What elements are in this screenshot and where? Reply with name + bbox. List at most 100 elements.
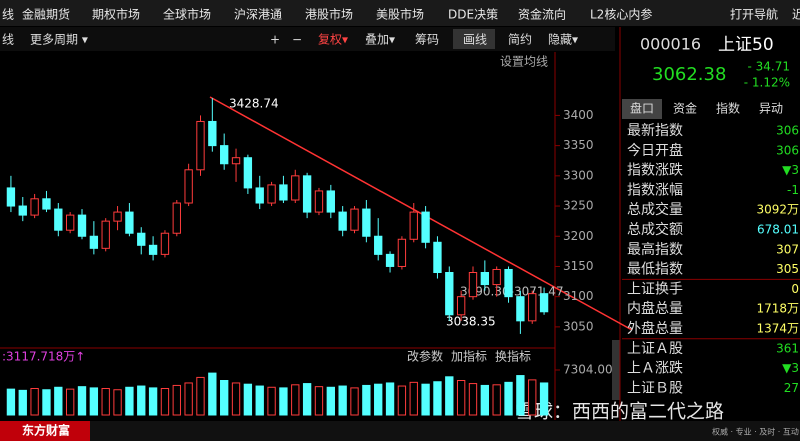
candle-body: [42, 198, 51, 210]
row-value: ▼3: [782, 163, 799, 177]
indicator-button[interactable]: 改参数: [407, 349, 443, 364]
volume-label: :3117.718万↑: [2, 350, 85, 364]
candle-body: [528, 293, 537, 322]
tool-button[interactable]: 简约: [508, 32, 532, 47]
volume-bar: [137, 385, 146, 416]
volume-bar: [314, 386, 324, 416]
tab-active: [622, 99, 662, 119]
menu-item[interactable]: 金融期货: [22, 7, 70, 22]
row-value: 361: [776, 341, 799, 355]
menu-item[interactable]: 全球市场: [163, 7, 211, 22]
volume-bar: [77, 386, 87, 416]
candle-body: [326, 190, 335, 213]
tab[interactable]: 资金: [673, 101, 697, 116]
candle-body: [433, 241, 442, 274]
candle-body: [456, 296, 466, 316]
tool-button[interactable]: 线: [2, 33, 14, 47]
volume-bar: [267, 386, 276, 416]
candle-body: [113, 211, 122, 222]
volume-bar: [184, 382, 193, 416]
candle-body: [468, 272, 478, 298]
quote-percent: - 1.12%: [744, 76, 790, 90]
tool-button[interactable]: −: [292, 33, 302, 47]
volume-bar: [397, 385, 407, 416]
candle-body: [125, 211, 134, 234]
tab[interactable]: 异动: [759, 102, 783, 116]
indicator-button[interactable]: 加指标: [451, 349, 487, 364]
menu-item[interactable]: L2核心内参: [590, 7, 652, 22]
volume-bar: [89, 387, 99, 416]
indicator-button[interactable]: 换指标: [495, 349, 531, 364]
candle-body: [409, 211, 418, 240]
tool-button[interactable]: 更多周期 ▾: [30, 33, 88, 47]
row-value: 678.01: [757, 223, 799, 237]
candle-body: [196, 120, 205, 171]
volume-bar: [279, 387, 288, 416]
quote-change: - 34.71: [748, 60, 791, 74]
tool-button[interactable]: 隐藏▾: [548, 33, 578, 47]
brand: 东方财富: [22, 423, 70, 438]
candle-body: [231, 157, 241, 165]
menu-item[interactable]: 沪深港通: [234, 8, 282, 22]
volume-bar: [172, 384, 181, 416]
tool-button[interactable]: 复权▾: [318, 33, 348, 47]
tool-active: [453, 29, 495, 49]
y-tick-label: 3250: [563, 199, 594, 213]
row-value: ▼3: [782, 361, 799, 375]
y-tick-label: 3400: [563, 108, 594, 122]
tool-button[interactable]: 叠加▾: [365, 33, 395, 47]
row-value: 27: [784, 381, 799, 395]
row-label: 今日开盘: [627, 142, 683, 159]
row-value: 1374万: [756, 322, 799, 336]
menu-item[interactable]: 近: [792, 8, 800, 22]
volume-bar: [350, 387, 359, 416]
volume-bar: [456, 379, 466, 416]
tab[interactable]: 盘口: [630, 101, 654, 116]
candle-body: [172, 202, 181, 234]
row-value: 305: [776, 262, 799, 276]
candle-body: [362, 208, 371, 237]
collapse-handle[interactable]: [612, 340, 620, 400]
volume-bar: [492, 384, 501, 416]
menu-item[interactable]: 资金流向: [518, 7, 566, 22]
tool-button[interactable]: +: [270, 33, 280, 47]
trend-line: [209, 96, 633, 331]
row-label: 最高指数: [627, 241, 683, 258]
menu-item[interactable]: 期权市场: [92, 7, 140, 22]
volume-bar: [113, 389, 122, 416]
volume-bar: [18, 389, 27, 416]
y-tick-label: 3050: [563, 319, 594, 333]
quote-price: 3062.38: [652, 64, 726, 85]
candle-body: [30, 198, 39, 216]
volume-bar: [30, 388, 39, 416]
candle-body: [6, 187, 16, 207]
ma-setting[interactable]: 设置均线: [500, 55, 548, 69]
row-label: 上证Ｂ股: [627, 380, 683, 396]
volume-bar: [409, 381, 418, 416]
candle-body: [77, 214, 87, 237]
candle-body: [101, 220, 110, 249]
y-tick-label: 7304.00: [563, 363, 613, 377]
menu-item[interactable]: 打开导航: [730, 7, 778, 22]
volume-bar: [148, 387, 158, 416]
menu-item[interactable]: 港股市场: [305, 7, 353, 22]
row-value: 3092万: [756, 203, 799, 217]
low-label: 3038.35: [446, 315, 496, 329]
row-label: 上证换手: [627, 280, 683, 297]
row-label: 总成交额: [627, 221, 683, 238]
y-tick-label: 3200: [563, 229, 594, 243]
tab[interactable]: 指数: [716, 101, 740, 116]
menu-item[interactable]: 美股市场: [376, 7, 424, 22]
row-label: 指数涨幅: [627, 182, 683, 198]
volume-bar: [385, 382, 395, 416]
menu-item[interactable]: 线: [2, 8, 14, 22]
row-label: 指数涨跌: [627, 163, 683, 179]
menu-item[interactable]: DDE决策: [448, 8, 498, 22]
tool-button[interactable]: 筹码: [415, 33, 439, 47]
candle-body: [160, 232, 170, 255]
volume-bar: [54, 386, 63, 416]
volume-bar: [125, 386, 134, 416]
tool-button[interactable]: 画线: [463, 33, 487, 47]
